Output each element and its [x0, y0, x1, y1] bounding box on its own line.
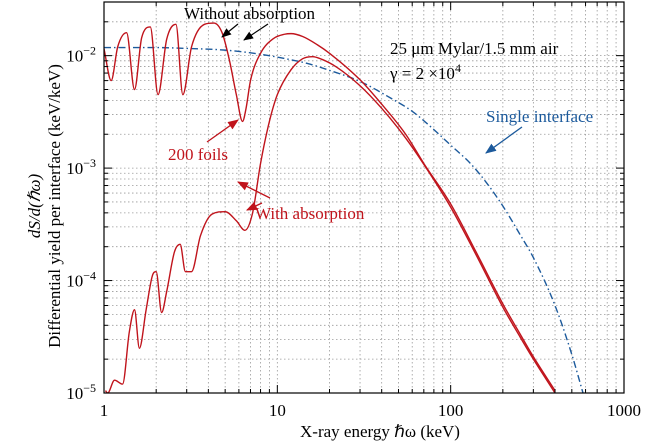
x-axis-label: X-ray energy ℏω (keV): [300, 422, 460, 441]
series-group: [104, 22, 584, 393]
y-tick-label: 10−5: [66, 381, 96, 403]
x-tick-label: 1: [100, 401, 109, 420]
annotation-200-foils: 200 foils: [168, 145, 228, 164]
x-tick-label: 100: [438, 401, 464, 420]
arrow-single-interface: [485, 126, 523, 154]
arrow-with-absorption-1: [246, 201, 263, 211]
annotation-without-absorption: Without absorption: [184, 4, 316, 23]
annotation-params-line1: 25 μm Mylar/1.5 mm air: [390, 39, 559, 58]
series-line-3: [104, 55, 556, 393]
y-axis-label-text: Differential yield per interface (keV/ke…: [45, 64, 64, 348]
arrow-without-absorption-1: [221, 23, 239, 38]
arrow-with-absorption-2: [237, 181, 271, 199]
y-tick-label: 10−2: [66, 44, 96, 66]
annotation-with-absorption: With absorption: [255, 204, 365, 223]
y-axis-label: dS/d(ℏω) Differential yield per interfac…: [25, 64, 64, 348]
y-tick-label: 10−4: [66, 269, 96, 291]
annotation-single-interface: Single interface: [486, 107, 593, 126]
tick-labels: 1 10 100 1000 10−5 10−4 10−3 10−2: [66, 44, 641, 420]
arrow-without-absorption-2: [243, 23, 269, 41]
axis-ticks: [104, 2, 624, 393]
grid-lines: [104, 2, 624, 393]
plot-frame: [103, 1, 625, 394]
x-tick-label: 10: [269, 401, 286, 420]
annotation-params-line2: γ = 2 ×104: [389, 61, 461, 83]
y-tick-label: 10−3: [66, 156, 96, 178]
series-line-1: [104, 46, 584, 393]
arrow-200-foils: [206, 119, 239, 143]
x-tick-label: 1000: [607, 401, 641, 420]
y-axis-label-symbol: dS/d(ℏω): [25, 174, 44, 239]
